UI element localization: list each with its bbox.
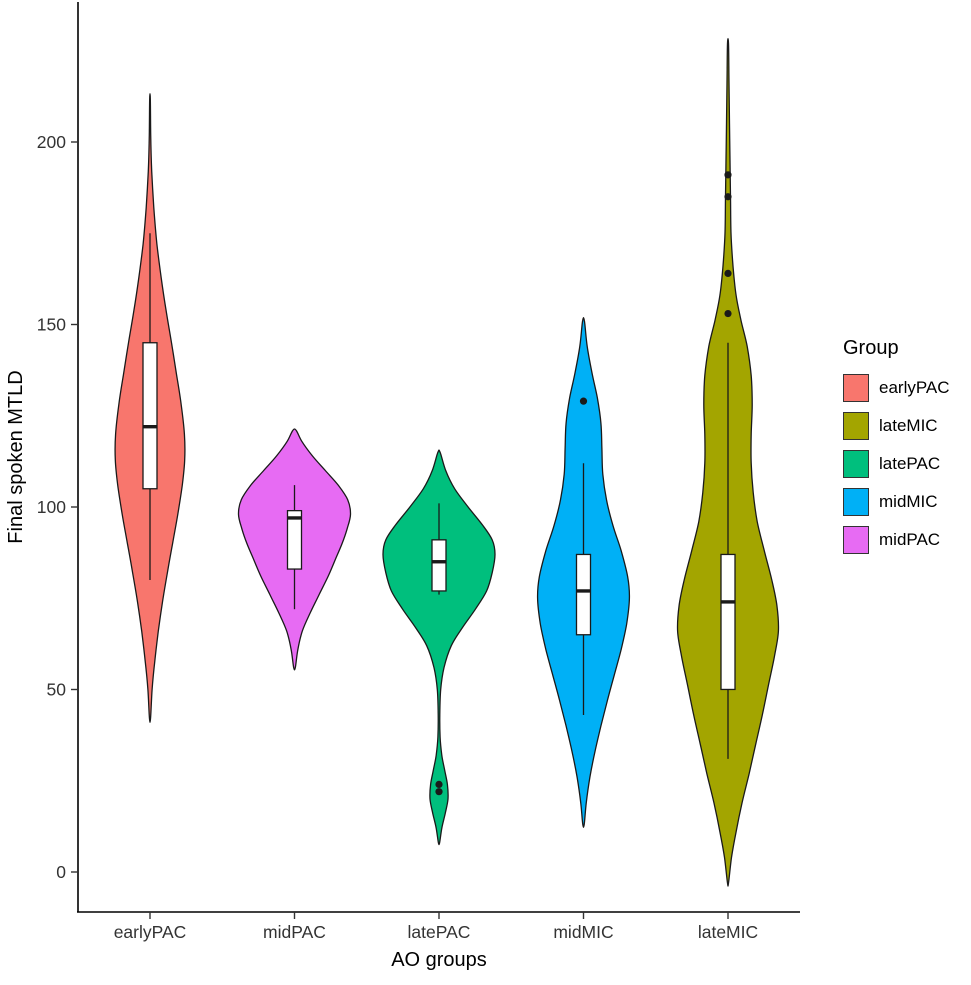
box-midMIC <box>575 553 592 636</box>
box-earlyPAC <box>142 342 158 490</box>
y-tick-label: 100 <box>37 497 66 517</box>
legend-label: midPAC <box>879 530 941 549</box>
legend-label: midMIC <box>879 492 938 511</box>
outlier-lateMIC <box>724 171 732 179</box>
y-tick-label: 200 <box>37 132 66 152</box>
legend-item-earlyPAC: earlyPAC <box>843 374 950 402</box>
legend-item-midPAC: midPAC <box>843 526 950 554</box>
legend: Group earlyPAC lateMIC latePAC midMIC mi… <box>843 337 950 564</box>
legend-item-latePAC: latePAC <box>843 450 950 478</box>
legend-swatch-midPAC <box>843 526 869 554</box>
legend-label: latePAC <box>879 454 941 473</box>
box-latePAC <box>431 539 447 592</box>
x-tick-label: lateMIC <box>698 922 758 942</box>
outlier-midMIC <box>579 397 588 405</box>
outlier-latePAC <box>435 780 443 789</box>
legend-item-lateMIC: lateMIC <box>843 412 950 440</box>
outlier-latePAC <box>435 788 443 796</box>
y-tick-label: 50 <box>47 680 67 700</box>
x-tick-label: midMIC <box>553 922 613 942</box>
outlier-lateMIC <box>724 269 732 277</box>
outlier-lateMIC <box>724 309 732 318</box>
x-tick-label: midPAC <box>263 922 326 942</box>
violin-latePAC <box>382 449 496 846</box>
legend-label: lateMIC <box>879 416 938 435</box>
x-tick-label: earlyPAC <box>114 922 187 942</box>
x-axis-title: AO groups <box>391 949 487 971</box>
box-lateMIC <box>720 553 736 691</box>
legend-label: earlyPAC <box>879 378 950 397</box>
legend-swatch-latePAC <box>843 450 869 478</box>
y-axis-title: Final spoken MTLD <box>5 370 27 543</box>
legend-swatch-earlyPAC <box>843 374 869 402</box>
legend-swatch-lateMIC <box>843 412 869 440</box>
y-tick-label: 0 <box>56 862 66 882</box>
legend-item-midMIC: midMIC <box>843 488 950 516</box>
box-midPAC <box>286 509 303 570</box>
y-tick-label: 150 <box>37 315 66 335</box>
x-tick-label: latePAC <box>408 922 471 942</box>
legend-swatch-midMIC <box>843 488 869 516</box>
outlier-lateMIC <box>724 193 732 201</box>
legend-title: Group <box>843 337 899 359</box>
